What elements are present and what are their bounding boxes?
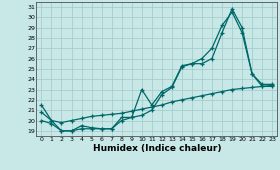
X-axis label: Humidex (Indice chaleur): Humidex (Indice chaleur) [93, 144, 221, 153]
